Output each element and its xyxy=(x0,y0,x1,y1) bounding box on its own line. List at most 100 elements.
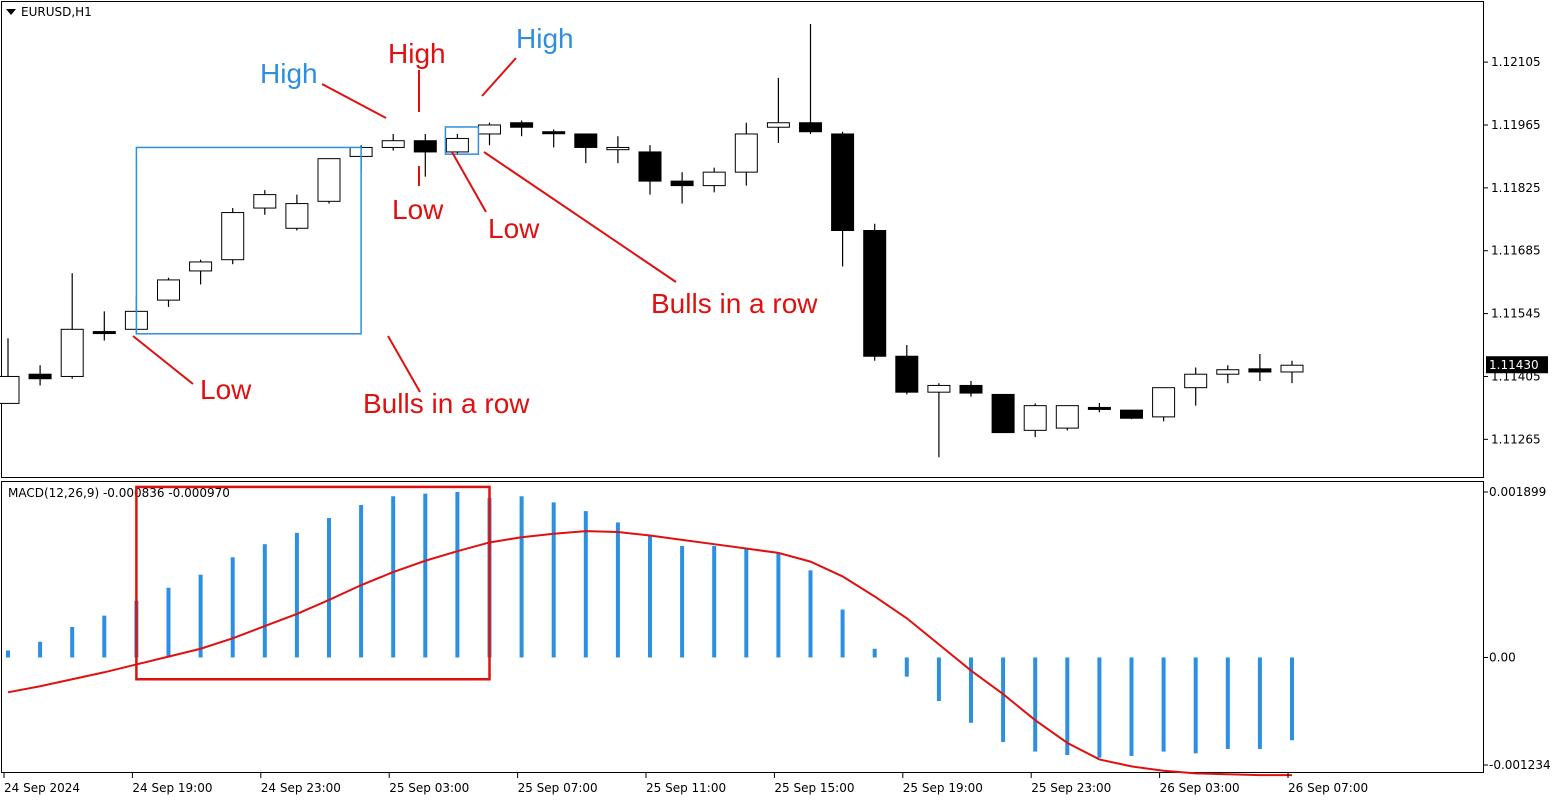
candle-body xyxy=(606,146,630,151)
macd-histogram-bar xyxy=(904,657,909,677)
annotation-leader-line xyxy=(451,151,487,213)
macd-histogram-bar xyxy=(102,615,107,658)
time-tick-label: 25 Sep 23:00 xyxy=(1031,781,1111,795)
candle-body xyxy=(1248,368,1272,373)
candle-body xyxy=(1055,405,1079,429)
candle-body xyxy=(991,393,1015,434)
macd-histogram-bar xyxy=(840,609,845,658)
candle-body xyxy=(28,373,52,380)
macd-histogram-bar xyxy=(230,557,235,658)
annotation-label: High xyxy=(260,58,318,89)
candle-body xyxy=(1280,364,1304,373)
macd-histogram-bar xyxy=(166,587,171,658)
candle-body xyxy=(1184,373,1208,389)
candle-body xyxy=(734,133,758,173)
candle-body xyxy=(285,203,309,229)
macd-histogram-bar xyxy=(38,641,43,658)
bulls-range-box-blue xyxy=(135,146,362,335)
macd-histogram-bar xyxy=(808,570,813,658)
macd-histogram-bar xyxy=(1193,657,1198,754)
candle-body xyxy=(478,124,501,135)
annotation-leader-line xyxy=(481,57,517,97)
candle-body xyxy=(157,279,180,301)
macd-histogram-bar xyxy=(1129,657,1134,756)
candle-body xyxy=(831,133,855,232)
macd-histogram-bar xyxy=(455,491,460,658)
price-tick-label: 1.12105 xyxy=(1491,55,1541,69)
macd-layer xyxy=(6,491,1294,777)
price-tick-label: 1.11685 xyxy=(1491,244,1541,258)
macd-histogram-bar xyxy=(423,493,428,658)
candle-body xyxy=(60,328,84,377)
candle-body xyxy=(959,384,983,394)
macd-histogram-bar xyxy=(776,552,781,658)
macd-histogram-bar xyxy=(519,496,524,658)
price-tick-label: 1.11965 xyxy=(1491,118,1541,132)
candle-body xyxy=(542,131,566,135)
candle-body xyxy=(317,158,341,202)
macd-tick-label: -0.001234 xyxy=(1489,758,1551,772)
candle-body xyxy=(863,230,887,357)
macd-label: MACD(12,26,9) -0.000836 -0.000970 xyxy=(8,486,230,500)
candle-body xyxy=(1152,387,1176,418)
annotations-layer: High Low Bulls in a row High Low High Low Bulls… xyxy=(132,23,818,419)
time-tick-label: 25 Sep 15:00 xyxy=(774,781,854,795)
price-panel-frame xyxy=(1,1,1484,478)
annotation-leader-line xyxy=(132,335,194,385)
price-tick-label: 1.11825 xyxy=(1491,181,1541,195)
macd-histogram-bar xyxy=(969,657,973,723)
macd-histogram-bar xyxy=(327,518,331,658)
time-tick-label: 25 Sep 03:00 xyxy=(389,781,469,795)
price-tick-label: 1.11545 xyxy=(1491,307,1541,321)
candle-body xyxy=(638,151,662,182)
macd-histogram-bar xyxy=(648,535,652,658)
macd-highlight-box-red xyxy=(135,485,491,681)
time-tick-label: 25 Sep 07:00 xyxy=(518,781,598,795)
macd-histogram-bar xyxy=(294,532,299,658)
axes-layer: 1.12105 1.11965 1.11825 1.11685 1.11545 1.114… xyxy=(3,55,1551,795)
macd-histogram-bar xyxy=(391,496,396,658)
candle-body xyxy=(574,133,598,148)
small-range-box-blue xyxy=(444,126,480,155)
candle-body xyxy=(413,140,437,153)
time-tick-label: 24 Sep 23:00 xyxy=(261,781,341,795)
macd-histogram-bar xyxy=(1225,657,1230,749)
candle-body xyxy=(445,137,469,153)
macd-histogram-bar xyxy=(6,650,10,658)
candle-body xyxy=(381,140,405,148)
candles-layer xyxy=(0,23,1304,458)
macd-histogram-bar xyxy=(615,522,620,658)
annotation-leader-line xyxy=(483,151,677,283)
candle-body xyxy=(253,194,277,209)
candle-body xyxy=(702,171,726,187)
annotation-label: High xyxy=(516,23,574,54)
candle-body xyxy=(0,375,20,404)
dropdown-triangle-icon[interactable] xyxy=(6,9,16,15)
candle-body xyxy=(92,331,116,335)
annotation-label: Low xyxy=(392,194,444,225)
candle-body xyxy=(1087,406,1111,410)
annotation-label: Low xyxy=(488,213,540,244)
macd-tick-label: 0.001899 xyxy=(1489,485,1546,499)
candle-body xyxy=(927,384,951,393)
macd-signal-line xyxy=(7,530,1292,777)
candle-body xyxy=(895,355,919,393)
macd-histogram-bar xyxy=(1161,657,1166,752)
candle-body xyxy=(766,122,790,128)
time-tick-label: 25 Sep 19:00 xyxy=(903,781,983,795)
price-tick-label: 1.11265 xyxy=(1491,432,1541,446)
current-price-label: 1.11430 xyxy=(1489,358,1539,372)
macd-histogram-bar xyxy=(744,548,749,658)
macd-panel-frame xyxy=(1,481,1484,773)
symbol-title: EURUSD,H1 xyxy=(21,5,92,19)
macd-tick-label: 0.00 xyxy=(1489,650,1516,664)
candle-body xyxy=(510,122,534,128)
current-price-tag xyxy=(1486,356,1548,374)
macd-histogram-bar xyxy=(712,545,717,658)
boxes-layer xyxy=(135,126,491,681)
annotation-label: Bulls in a row xyxy=(651,288,818,319)
candle-body xyxy=(221,212,245,261)
annotation-label: Bulls in a row xyxy=(363,388,530,419)
candle-body xyxy=(1120,409,1143,419)
